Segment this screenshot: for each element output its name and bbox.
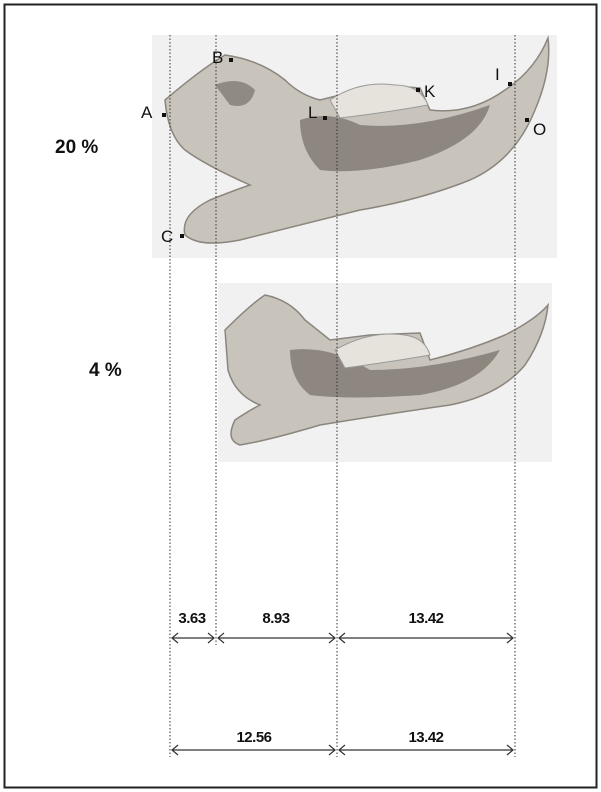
point-label: O xyxy=(533,120,546,139)
point-label: C xyxy=(161,227,173,246)
point-label: K xyxy=(424,82,436,101)
point-label: B xyxy=(212,48,223,67)
figure: A B C L K I O 20 % 4 % 3.63 8.93 13.42 1… xyxy=(0,0,601,792)
photo-4-percent xyxy=(218,283,552,462)
row-label: 20 % xyxy=(55,137,98,158)
row-label: 4 % xyxy=(89,360,122,381)
point-label: L xyxy=(308,103,317,122)
measurement: 13.42 xyxy=(408,610,443,627)
measurement: 8.93 xyxy=(262,610,289,627)
measurement: 12.56 xyxy=(236,729,271,746)
measurement: 3.63 xyxy=(178,610,205,627)
point-label: A xyxy=(141,103,153,122)
point-label: I xyxy=(495,65,500,84)
measurement: 13.42 xyxy=(408,729,443,746)
